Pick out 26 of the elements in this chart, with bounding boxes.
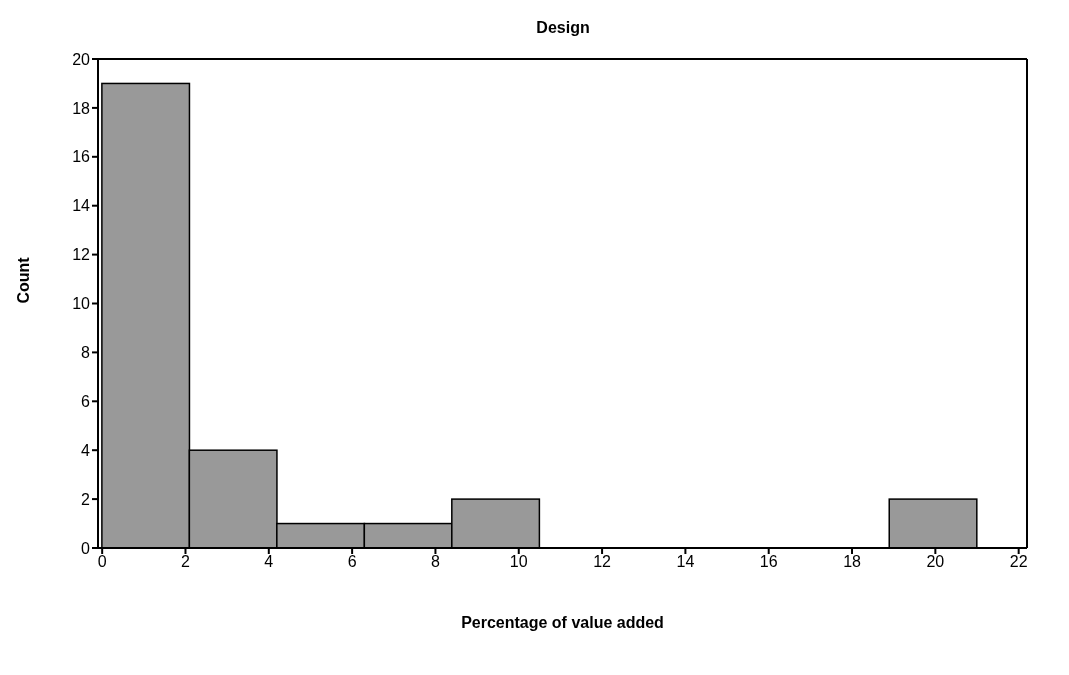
y-tick-label: 0 [81, 539, 91, 557]
x-tick-label: 12 [593, 553, 612, 571]
y-tick-label: 18 [72, 99, 91, 117]
x-tick-label: 22 [1009, 553, 1028, 571]
y-tick-label: 10 [72, 295, 91, 313]
y-tick-label: 14 [72, 197, 91, 215]
y-axis-title: Count [14, 256, 32, 304]
x-tick-label: 6 [347, 553, 357, 571]
y-tick-label: 2 [81, 490, 91, 508]
x-tick-label: 8 [430, 553, 440, 571]
x-tick-label: 2 [181, 553, 191, 571]
x-tick-label: 10 [509, 553, 528, 571]
chart-title: Design [536, 19, 590, 36]
y-tick-label: 16 [72, 148, 91, 166]
x-axis-title: Percentage of value added [461, 614, 664, 631]
y-tick-label: 8 [81, 344, 91, 362]
x-tick-label: 4 [264, 553, 274, 571]
x-tick-label: 0 [97, 553, 107, 571]
y-tick-label: 6 [81, 392, 91, 410]
x-tick-label: 18 [843, 553, 862, 571]
x-tick-label: 20 [926, 553, 945, 571]
y-tick-label: 4 [81, 441, 91, 459]
y-tick-label: 20 [72, 50, 91, 68]
x-tick-label: 16 [759, 553, 778, 571]
y-tick-label: 12 [72, 246, 91, 264]
x-tick-label: 14 [676, 553, 695, 571]
